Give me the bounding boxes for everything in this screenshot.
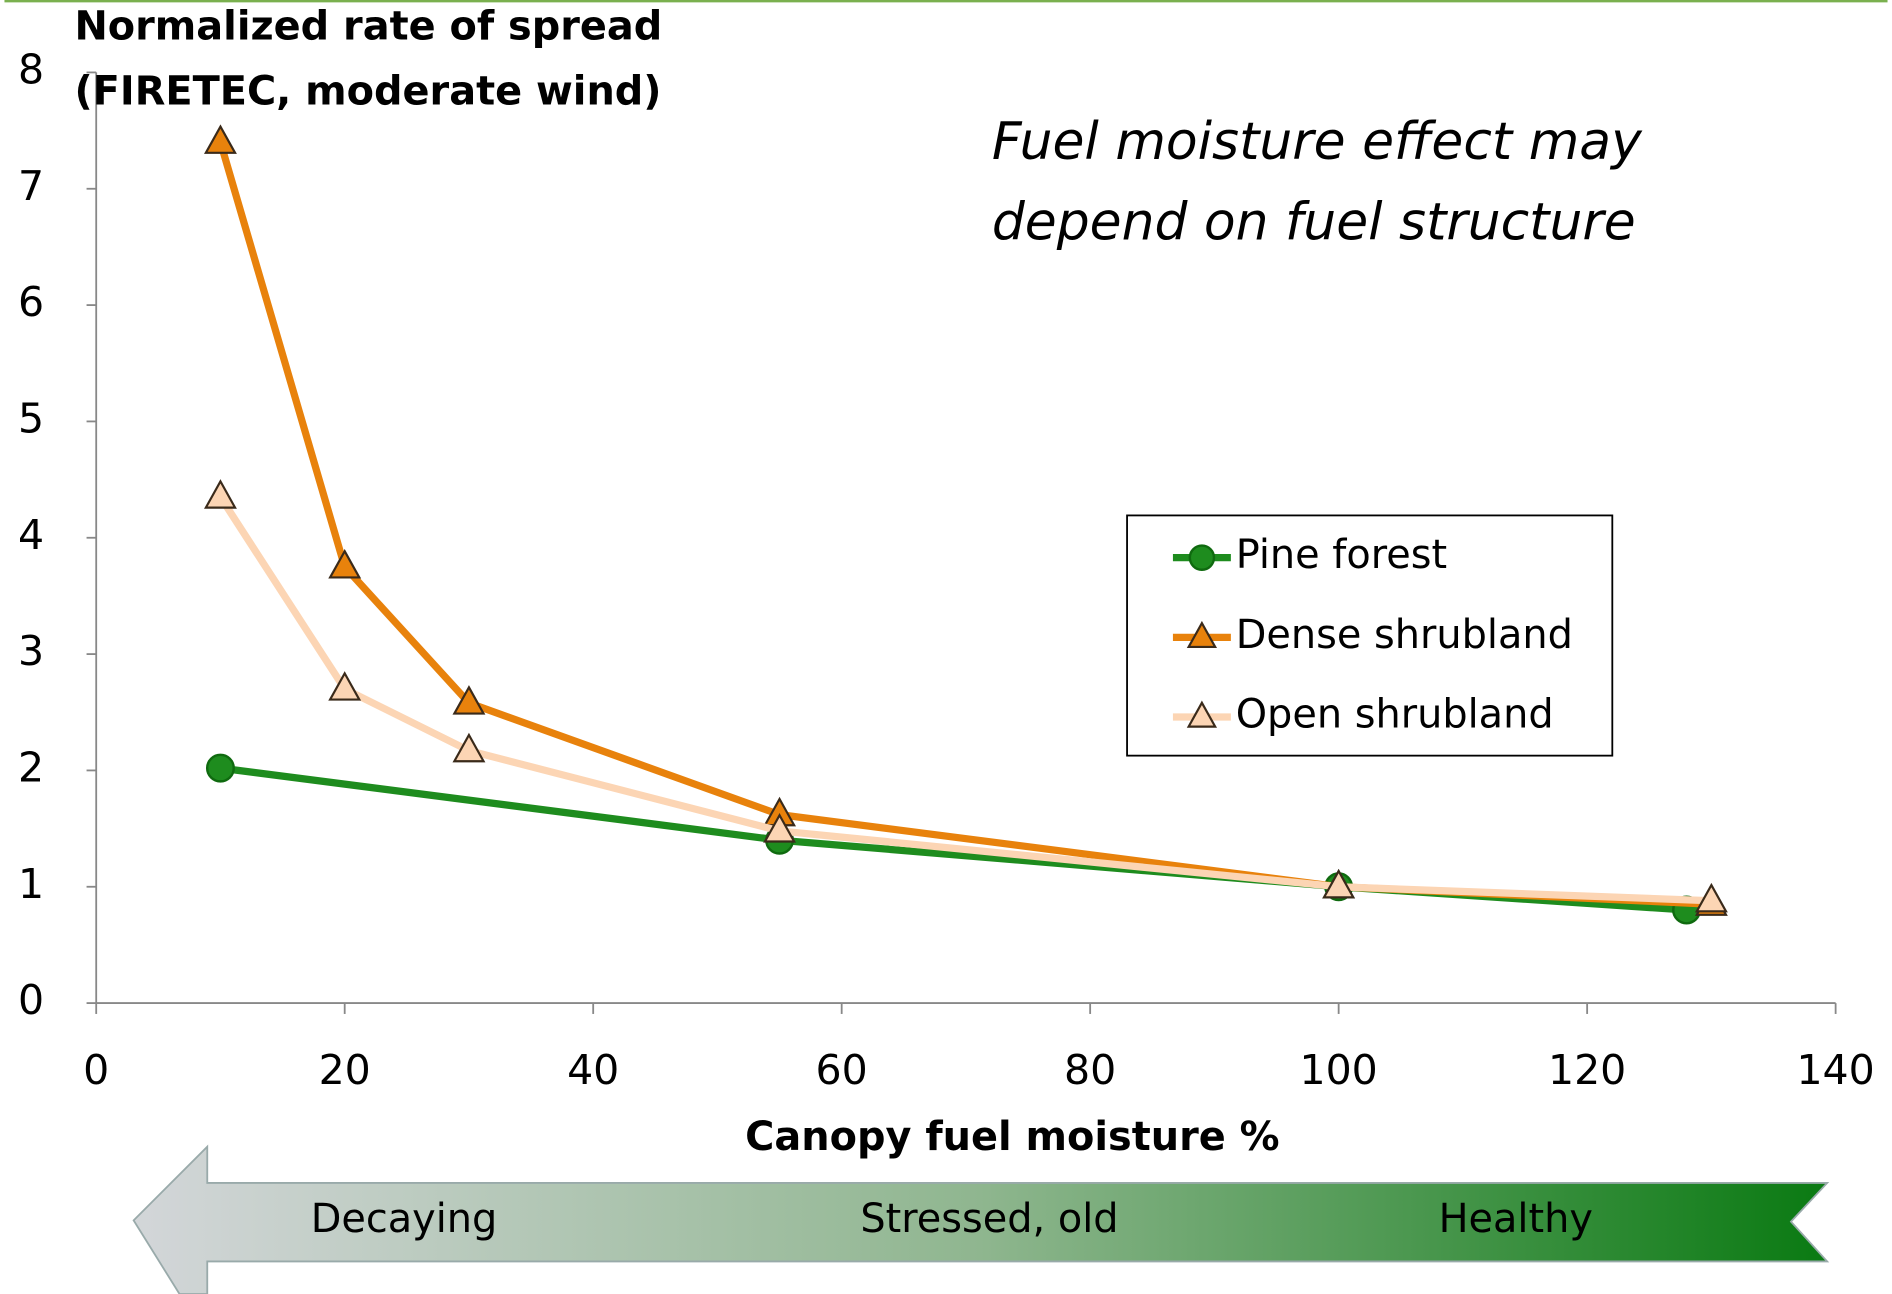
marker	[763, 813, 797, 843]
y-tick-label: 5	[18, 394, 44, 442]
annotation: Fuel moisture effect may	[992, 112, 1643, 172]
legend-marker	[1186, 700, 1218, 728]
x-tick-label: 140	[1796, 1046, 1874, 1094]
marker	[1322, 868, 1356, 899]
marker	[328, 671, 362, 701]
marker	[203, 479, 237, 509]
x-tick-label: 120	[1548, 1046, 1626, 1094]
x-tick-label: 60	[816, 1046, 868, 1094]
marker	[203, 124, 237, 154]
legend-label: Open shrubland	[1236, 692, 1554, 738]
y-tick-label: 8	[18, 45, 44, 93]
y-tick-label: 2	[18, 743, 44, 791]
marker	[205, 753, 235, 783]
legend-label: Pine forest	[1236, 532, 1447, 578]
y-tick-label: 1	[18, 860, 44, 908]
y-axis-title: Normalized rate of spread	[74, 3, 662, 49]
legend-marker	[1186, 620, 1218, 649]
x-tick-label: 40	[567, 1046, 619, 1094]
arrow-label: Stressed, old	[860, 1196, 1118, 1242]
legend-marker	[1188, 544, 1216, 571]
marker	[328, 548, 362, 579]
series-line	[217, 495, 1712, 905]
x-tick-label: 80	[1064, 1046, 1116, 1094]
y-axis-title: (FIRETEC, moderate wind)	[74, 69, 661, 115]
marker	[1694, 882, 1728, 913]
condition-arrow	[132, 1144, 1830, 1294]
x-tick-label: 100	[1299, 1046, 1377, 1094]
arrow-label: Decaying	[311, 1196, 498, 1242]
y-tick-label: 6	[18, 278, 44, 326]
marker	[452, 685, 486, 715]
y-tick-label: 4	[18, 511, 44, 559]
y-tick-label: 0	[18, 976, 44, 1024]
x-tick-label: 20	[319, 1046, 371, 1094]
y-tick-label: 3	[18, 627, 44, 675]
marker	[452, 732, 486, 763]
x-tick-label: 0	[83, 1046, 109, 1094]
legend-label: Dense shrubland	[1236, 612, 1573, 658]
annotation: depend on fuel structure	[992, 193, 1636, 253]
y-tick-label: 7	[18, 162, 44, 210]
arrow-label: Healthy	[1439, 1196, 1593, 1242]
x-axis-title: Canopy fuel moisture %	[745, 1114, 1279, 1160]
